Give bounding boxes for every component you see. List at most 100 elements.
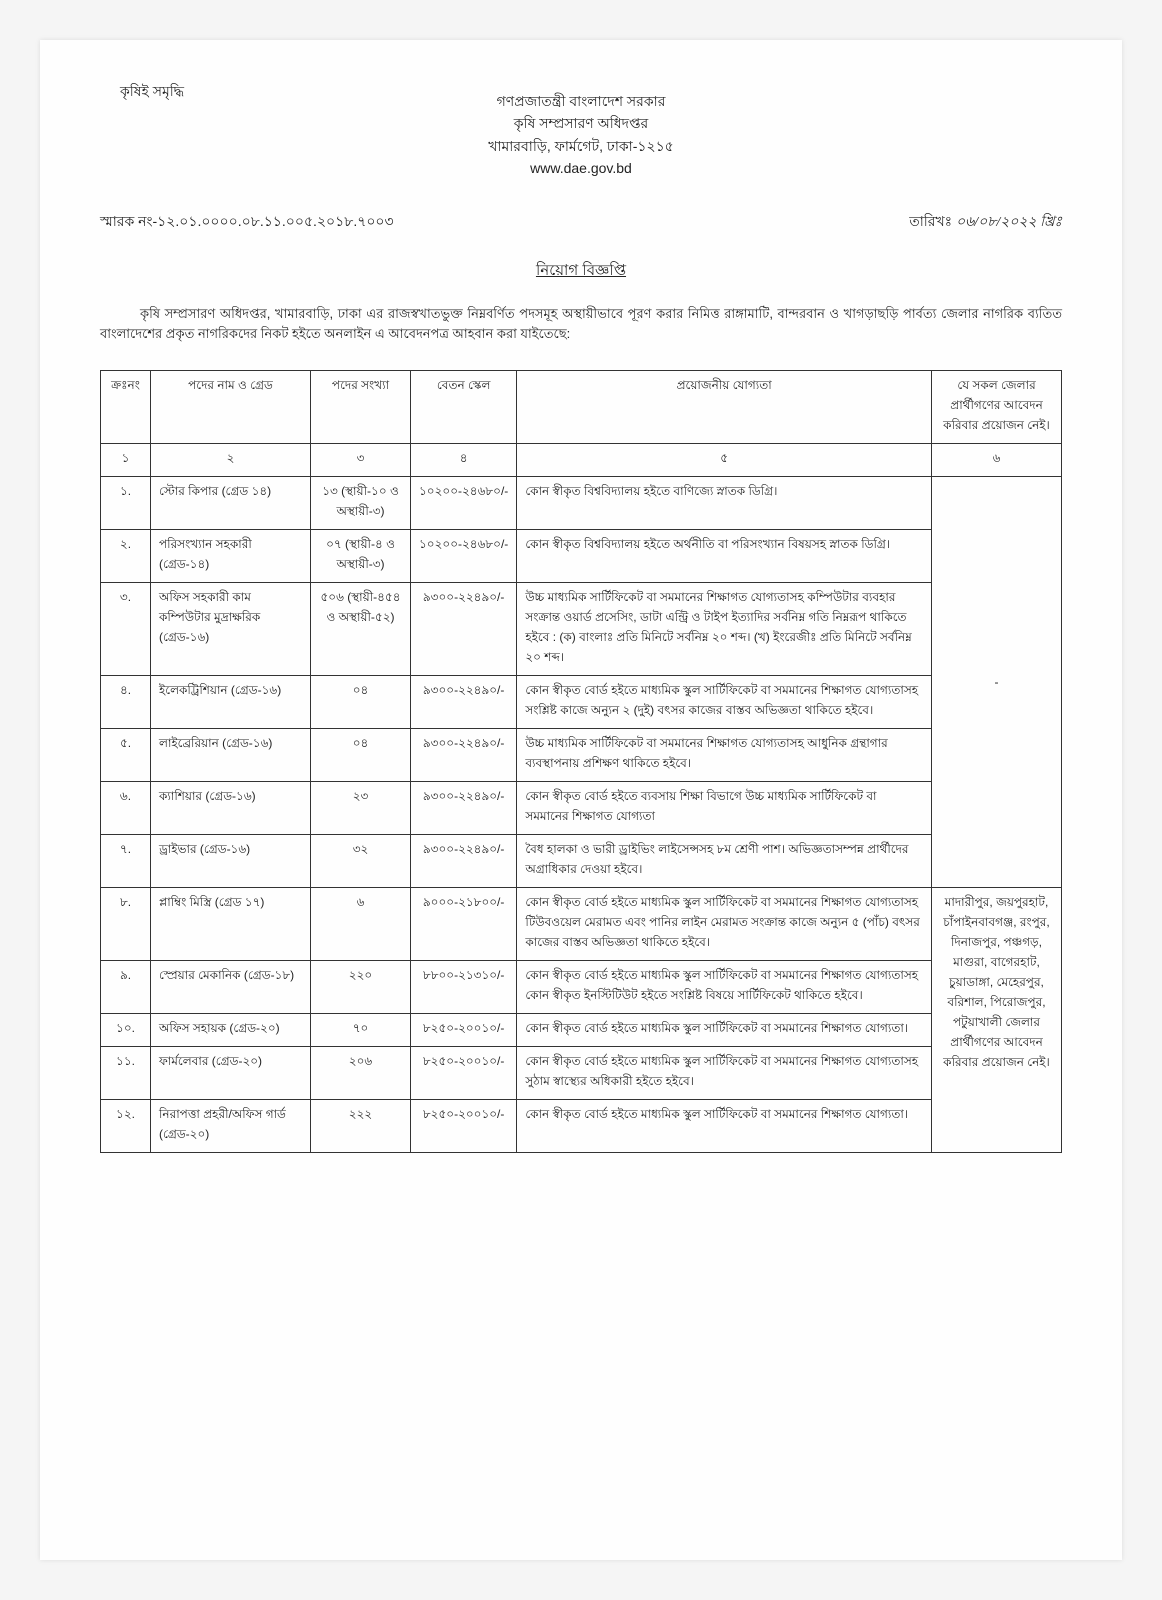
table-row: ২.পরিসংখ্যান সহকারী (গ্রেড-১৪)০৭ (স্থায়… [101,530,1062,583]
cell-salary: ৮২৫০-২০০১০/- [411,1100,517,1153]
cell-count: ৩২ [311,835,411,888]
cell-name: লাইব্রেরিয়ান (গ্রেড-১৬) [151,729,311,782]
table-row: ১.স্টোর কিপার (গ্রেড ১৪)১৩ (স্থায়ী-১০ ও… [101,477,1062,530]
cell-name: ইলেকট্রিশিয়ান (গ্রেড-১৬) [151,676,311,729]
table-row: ৫.লাইব্রেরিয়ান (গ্রেড-১৬)০৪৯৩০০-২২৪৯০/-… [101,729,1062,782]
table-row: ১০.অফিস সহায়ক (গ্রেড-২০)৭০৮২৫০-২০০১০/-ক… [101,1014,1062,1047]
cell-salary: ৮২৫০-২০০১০/- [411,1014,517,1047]
table-row: ৮.প্লাম্বিং মিস্ত্রি (গ্রেড ১৭)৬৯০০০-২১৮… [101,888,1062,961]
table-row: ৭.ড্রাইভার (গ্রেড-১৬)৩২৯৩০০-২২৪৯০/-বৈধ হ… [101,835,1062,888]
cell-name: স্প্রেয়ার মেকানিক (গ্রেড-১৮) [151,961,311,1014]
header-line-2: কৃষি সম্প্রসারণ অধিদপ্তর [100,112,1062,134]
cell-count: ২৩ [311,782,411,835]
number-row: ১ ২ ৩ ৪ ৫ ৬ [101,444,1062,477]
cell-name: নিরাপত্তা প্রহরী/অফিস গার্ড (গ্রেড-২০) [151,1100,311,1153]
reference-number: স্মারক নং-১২.০১.০০০০.০৮.১১.০০৫.২০১৮.৭০০৩ [100,210,394,234]
cell-sl: ৯. [101,961,151,1014]
col-header-count: পদের সংখ্যা [311,371,411,444]
cell-district-group-2: মাদারীপুর, জয়পুরহাট, চাঁপাইনবাবগঞ্জ, রং… [932,888,1062,1153]
cell-salary: ৯৩০০-২২৪৯০/- [411,729,517,782]
cell-qualification: কোন স্বীকৃত বোর্ড হইতে মাধ্যমিক স্কুল সা… [517,1100,932,1153]
cell-count: ২০৬ [311,1047,411,1100]
num-4: ৪ [411,444,517,477]
table-row: ৩.অফিস সহকারী কাম কম্পিউটার মুদ্রাক্ষরিক… [101,583,1062,676]
col-header-qual: প্রয়োজনীয় যোগ্যতা [517,371,932,444]
cell-salary: ৯০০০-২১৮০০/- [411,888,517,961]
notice-title: নিয়োগ বিজ্ঞপ্তি [100,259,1062,284]
cell-count: ৭০ [311,1014,411,1047]
table-row: ৬.ক্যাশিয়ার (গ্রেড-১৬)২৩৯৩০০-২২৪৯০/-কোন… [101,782,1062,835]
col-header-name: পদের নাম ও গ্রেড [151,371,311,444]
cell-salary: ১০২০০-২৪৬৮০/- [411,530,517,583]
cell-count: ২২২ [311,1100,411,1153]
num-6: ৬ [932,444,1062,477]
cell-name: ফার্মলেবার (গ্রেড-২০) [151,1047,311,1100]
num-3: ৩ [311,444,411,477]
cell-sl: ৪. [101,676,151,729]
cell-qualification: কোন স্বীকৃত বোর্ড হইতে মাধ্যমিক স্কুল সা… [517,1014,932,1047]
header-line-1: গণপ্রজাতন্ত্রী বাংলাদেশ সরকার [100,90,1062,112]
cell-sl: ১২. [101,1100,151,1153]
cell-sl: ১. [101,477,151,530]
cell-count: ১৩ (স্থায়ী-১০ ও অস্থায়ী-৩) [311,477,411,530]
cell-qualification: কোন স্বীকৃত বিশ্ববিদ্যালয় হইতে অর্থনীতি… [517,530,932,583]
ref-date-row: স্মারক নং-১২.০১.০০০০.০৮.১১.০০৫.২০১৮.৭০০৩… [100,210,1062,234]
header-line-3: খামারবাড়ি, ফার্মগেট, ঢাকা-১২১৫ [100,135,1062,157]
cell-count: ২২০ [311,961,411,1014]
cell-qualification: কোন স্বীকৃত বোর্ড হইতে মাধ্যমিক স্কুল সা… [517,961,932,1014]
cell-name: অফিস সহায়ক (গ্রেড-২০) [151,1014,311,1047]
cell-qualification: কোন স্বীকৃত বোর্ড হইতে মাধ্যমিক স্কুল সা… [517,676,932,729]
cell-sl: ৮. [101,888,151,961]
cell-name: পরিসংখ্যান সহকারী (গ্রেড-১৪) [151,530,311,583]
cell-salary: ১০২০০-২৪৬৮০/- [411,477,517,530]
slogan: কৃষিই সমৃদ্ধি [120,80,184,104]
cell-count: ০৪ [311,729,411,782]
num-5: ৫ [517,444,932,477]
cell-qualification: কোন স্বীকৃত বোর্ড হইতে মাধ্যমিক স্কুল সা… [517,888,932,961]
num-2: ২ [151,444,311,477]
cell-salary: ৮২৫০-২০০১০/- [411,1047,517,1100]
cell-name: স্টোর কিপার (গ্রেড ১৪) [151,477,311,530]
cell-salary: ৯৩০০-২২৪৯০/- [411,782,517,835]
col-header-dist: যে সকল জেলার প্রার্থীগণের আবেদন করিবার প… [932,371,1062,444]
recruitment-table: ক্রঃনং পদের নাম ও গ্রেড পদের সংখ্যা বেতন… [100,370,1062,1153]
cell-name: ড্রাইভার (গ্রেড-১৬) [151,835,311,888]
col-header-sl: ক্রঃনং [101,371,151,444]
date-value: ০৬/০৮/২০২২ খ্রিঃ [956,215,1062,230]
cell-sl: ৫. [101,729,151,782]
cell-name: প্লাম্বিং মিস্ত্রি (গ্রেড ১৭) [151,888,311,961]
header-line-4: www.dae.gov.bd [100,157,1062,179]
cell-count: ৫০৬ (স্থায়ী-৪৫৪ ও অস্থায়ী-৫২) [311,583,411,676]
table-row: ৯.স্প্রেয়ার মেকানিক (গ্রেড-১৮)২২০৮৮০০-২… [101,961,1062,1014]
cell-qualification: কোন স্বীকৃত বোর্ড হইতে ব্যবসায় শিক্ষা ব… [517,782,932,835]
table-row: ৪.ইলেকট্রিশিয়ান (গ্রেড-১৬)০৪৯৩০০-২২৪৯০/… [101,676,1062,729]
cell-qualification: কোন স্বীকৃত বিশ্ববিদ্যালয় হইতে বাণিজ্যে… [517,477,932,530]
header-block: গণপ্রজাতন্ত্রী বাংলাদেশ সরকার কৃষি সম্প্… [100,90,1062,180]
table-row: ১১.ফার্মলেবার (গ্রেড-২০)২০৬৮২৫০-২০০১০/-ক… [101,1047,1062,1100]
cell-count: ৬ [311,888,411,961]
cell-qualification: উচ্চ মাধ্যমিক সার্টিফিকেট বা সমমানের শিক… [517,729,932,782]
num-1: ১ [101,444,151,477]
table-row: ১২.নিরাপত্তা প্রহরী/অফিস গার্ড (গ্রেড-২০… [101,1100,1062,1153]
cell-sl: ৬. [101,782,151,835]
cell-name: অফিস সহকারী কাম কম্পিউটার মুদ্রাক্ষরিক (… [151,583,311,676]
cell-qualification: বৈধ হালকা ও ভারী ড্রাইভিং লাইসেন্সসহ ৮ম … [517,835,932,888]
cell-district-group-1: - [932,477,1062,888]
intro-paragraph: কৃষি সম্প্রসারণ অধিদপ্তর, খামারবাড়ি, ঢা… [100,304,1062,346]
document-page: কৃষিই সমৃদ্ধি গণপ্রজাতন্ত্রী বাংলাদেশ সর… [40,40,1122,1560]
header-row: ক্রঃনং পদের নাম ও গ্রেড পদের সংখ্যা বেতন… [101,371,1062,444]
cell-sl: ১০. [101,1014,151,1047]
cell-sl: ৭. [101,835,151,888]
cell-salary: ৯৩০০-২২৪৯০/- [411,676,517,729]
cell-qualification: কোন স্বীকৃত বোর্ড হইতে মাধ্যমিক স্কুল সা… [517,1047,932,1100]
cell-salary: ৮৮০০-২১৩১০/- [411,961,517,1014]
cell-count: ০৪ [311,676,411,729]
cell-sl: ১১. [101,1047,151,1100]
cell-salary: ৯৩০০-২২৪৯০/- [411,835,517,888]
cell-sl: ৩. [101,583,151,676]
cell-sl: ২. [101,530,151,583]
cell-count: ০৭ (স্থায়ী-৪ ও অস্থায়ী-৩) [311,530,411,583]
col-header-salary: বেতন স্কেল [411,371,517,444]
date-label: তারিখঃ [909,213,952,229]
cell-salary: ৯৩০০-২২৪৯০/- [411,583,517,676]
